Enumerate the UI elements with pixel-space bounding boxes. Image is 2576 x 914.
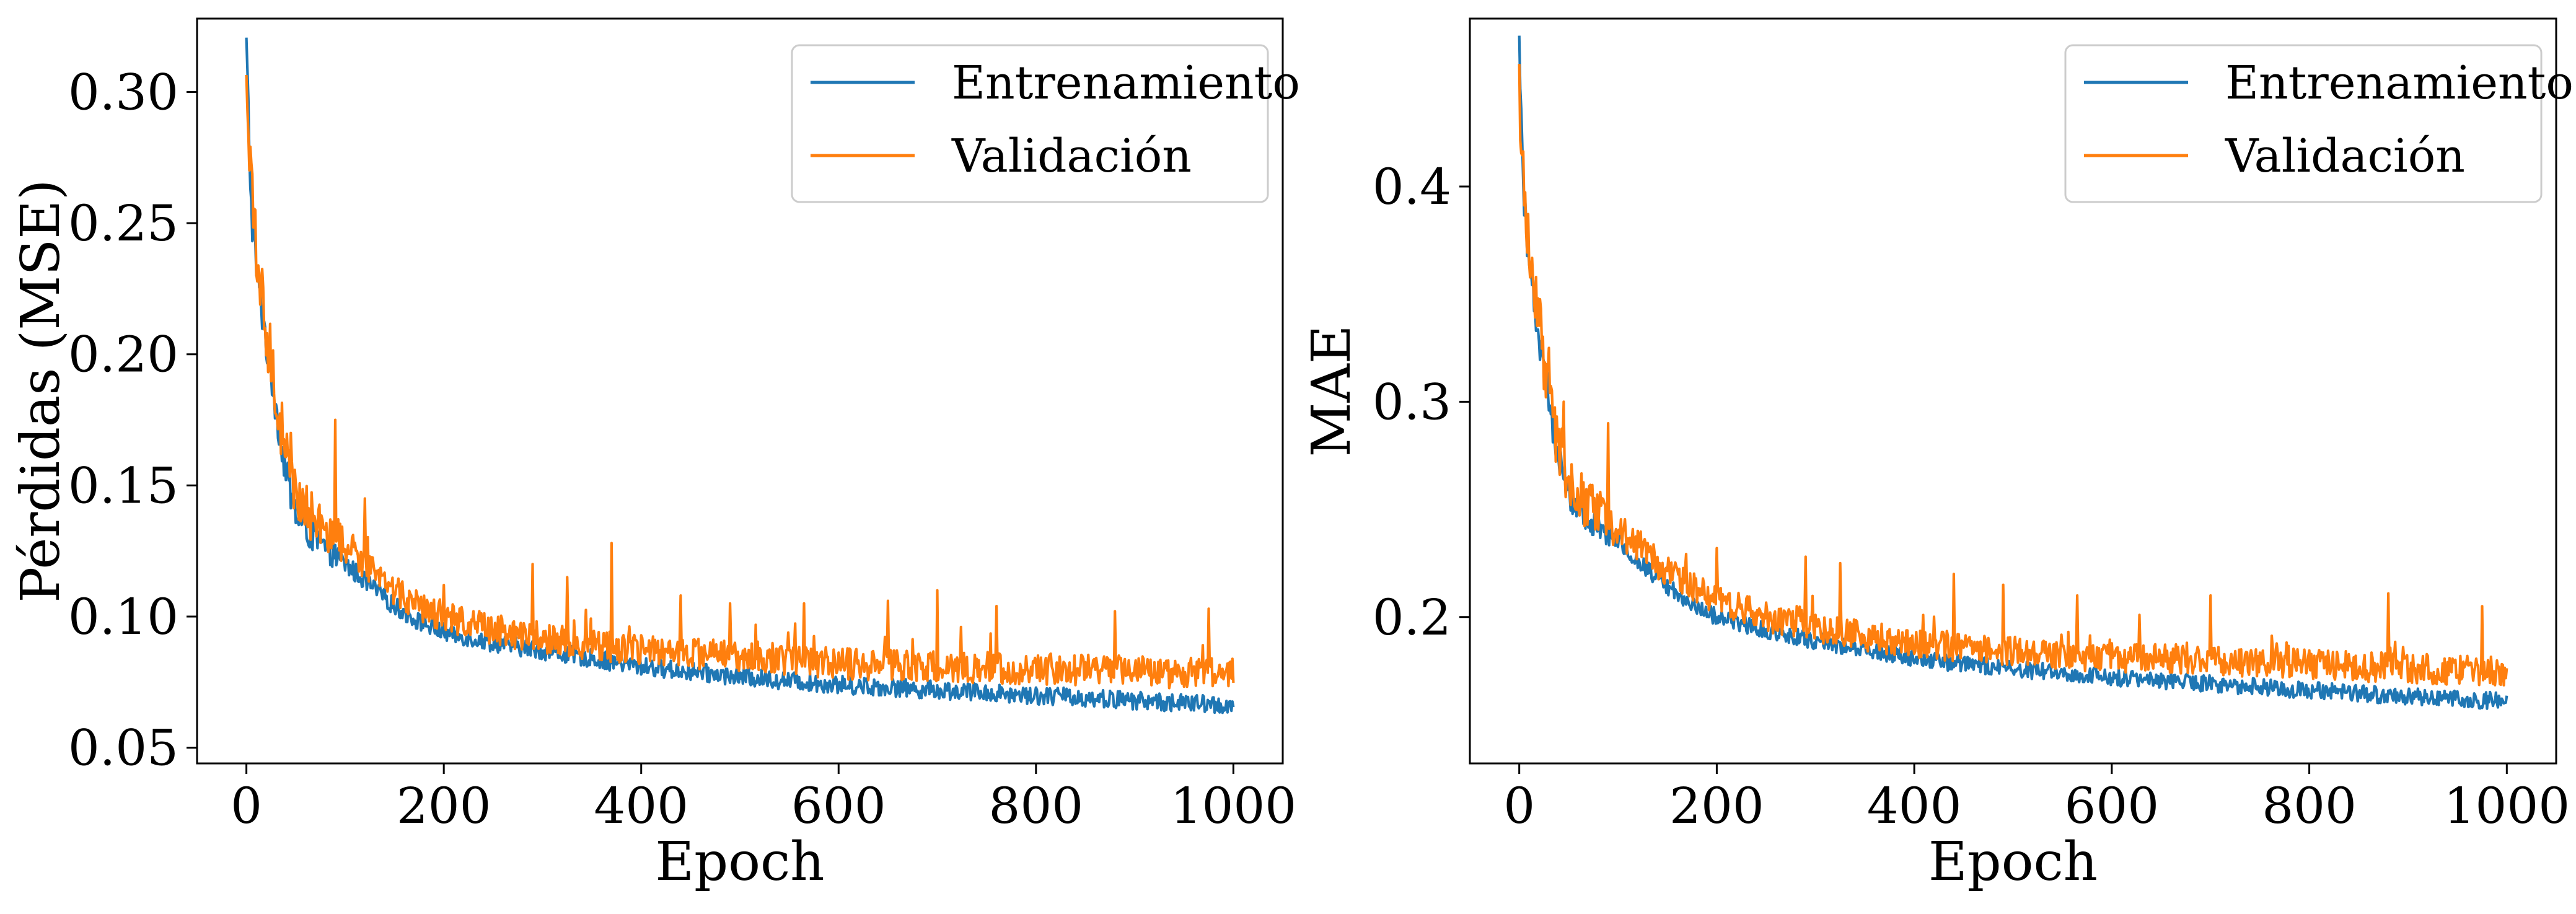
legend-label-validacion: Validación xyxy=(2225,130,2465,183)
x-tick-label: 400 xyxy=(1867,777,1962,835)
x-tick-label: 400 xyxy=(594,777,688,835)
y-tick-label: 0.10 xyxy=(68,588,178,646)
x-tick-label: 600 xyxy=(2065,777,2160,835)
x-tick-label: 0 xyxy=(231,777,262,835)
y-tick-label: 0.15 xyxy=(68,457,178,514)
series-line-validacion xyxy=(1518,64,2508,687)
legend-label-entrenamiento: Entrenamiento xyxy=(2225,56,2574,110)
y-tick-label: 0.3 xyxy=(1373,373,1451,431)
x-tick-label: 0 xyxy=(1503,777,1535,835)
x-tick-label: 800 xyxy=(2262,777,2357,835)
x-tick-label: 200 xyxy=(397,777,491,835)
y-tick-label: 0.4 xyxy=(1373,158,1451,216)
y-tick-label: 0.25 xyxy=(68,195,178,252)
legend: Entrenamiento Validación xyxy=(791,44,1300,203)
legend: Entrenamiento Validación xyxy=(2064,44,2574,203)
series-line-validacion xyxy=(245,74,1235,690)
chart-panel-2: 0 200 400 600 800 1000 0.2 0.3 0.4 Epoch MAE Entren… xyxy=(1301,17,2574,893)
y-tick-label: 0.2 xyxy=(1373,589,1451,646)
plot-frame xyxy=(1469,17,2557,765)
y-tick-label: 0.30 xyxy=(68,64,178,121)
x-tick-label: 800 xyxy=(988,777,1083,835)
plot-frame xyxy=(196,17,1284,765)
x-axis-label: Epoch xyxy=(655,831,824,893)
y-axis-label: MAE xyxy=(1301,325,1363,457)
legend-box xyxy=(2064,44,2543,203)
legend-label-entrenamiento: Entrenamiento xyxy=(952,56,1300,110)
x-tick-label: 1000 xyxy=(1171,777,1297,835)
series-line-entrenamiento xyxy=(1518,35,2508,710)
x-tick-label: 600 xyxy=(791,777,886,835)
x-axis-label: Epoch xyxy=(1928,831,2098,893)
legend-label-validacion: Validación xyxy=(951,130,1192,183)
y-axis-label: Pérdidas (MSE) xyxy=(10,179,72,602)
y-tick-label: 0.20 xyxy=(68,326,178,384)
y-tick-label: 0.05 xyxy=(68,719,178,777)
x-tick-label: 1000 xyxy=(2444,777,2570,835)
series-line-entrenamiento xyxy=(245,37,1235,714)
chart-panel-1: 0 200 400 600 800 1000 0.05 0.10 0.15 0.20 0.25 0.3… xyxy=(10,17,1300,893)
legend-box xyxy=(791,44,1269,203)
x-tick-label: 200 xyxy=(1669,777,1764,835)
